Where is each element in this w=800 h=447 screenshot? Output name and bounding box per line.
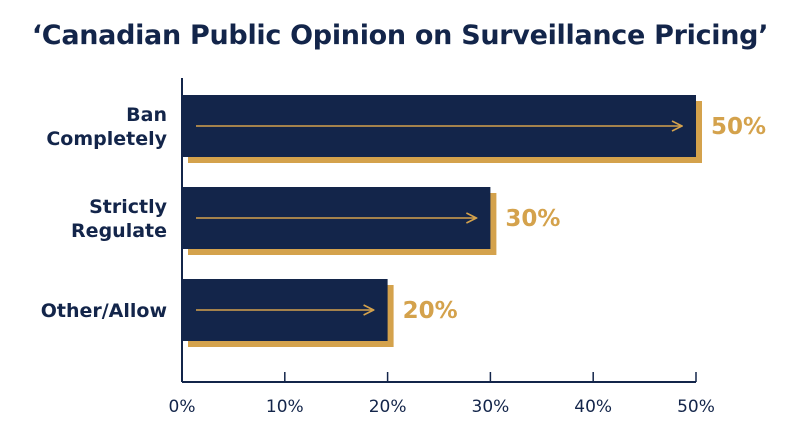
category-label-line: Completely (46, 128, 167, 150)
x-tick-label: 30% (472, 397, 510, 417)
category-label-line: Strictly (89, 196, 168, 218)
x-tick-label: 0% (169, 397, 196, 417)
category-label: Strictly Regulate (71, 196, 168, 242)
category-label-line: Regulate (71, 220, 167, 242)
category-label: Ban Completely (46, 104, 167, 150)
x-tick-label: 20% (369, 397, 407, 417)
category-labels: Ban Completely Strictly Regulate Other/Allow (41, 104, 168, 322)
category-label: Other/Allow (41, 300, 167, 322)
data-label: 20% (403, 298, 458, 324)
bar-group: 50% (182, 95, 766, 163)
category-label-line: Other/Allow (41, 300, 167, 322)
x-tick-label: 10% (266, 397, 304, 417)
category-label-line: Ban (126, 104, 167, 126)
bar-group: 30% (182, 187, 560, 255)
x-axis: 0% 10% 20% 30% 40% 50% (169, 78, 715, 417)
bar-group: 20% (182, 279, 458, 347)
data-label: 50% (711, 114, 766, 140)
x-tick-label: 50% (677, 397, 715, 417)
chart-title: ‘Canadian Public Opinion on Surveillance… (31, 20, 769, 51)
x-tick-label: 40% (574, 397, 612, 417)
bars: 50% 30% 20% (182, 95, 766, 347)
data-label: 30% (505, 206, 560, 232)
